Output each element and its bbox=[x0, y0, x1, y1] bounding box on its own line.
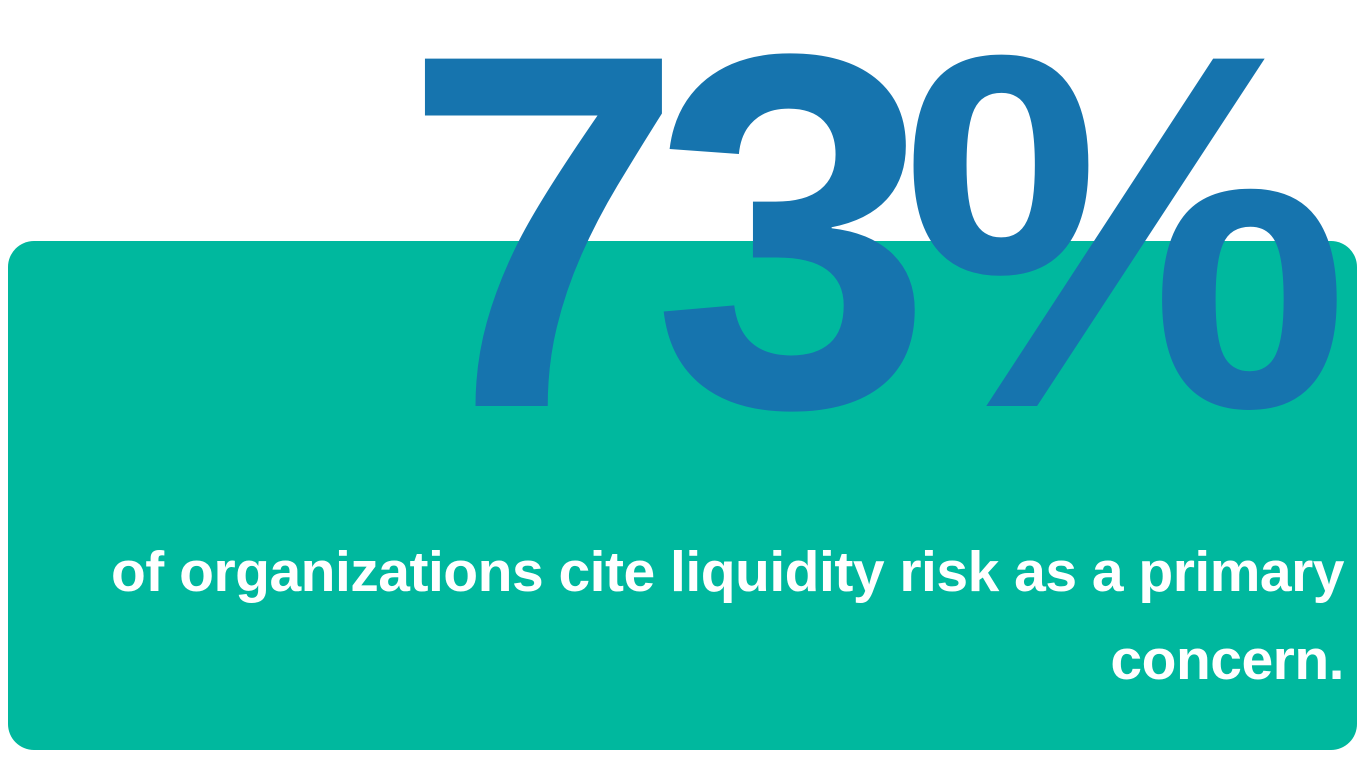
stat-caption: of organizations cite liquidity risk as … bbox=[110, 540, 1345, 692]
stat-value: 73% bbox=[403, 0, 1350, 514]
stat-card bbox=[8, 241, 1357, 750]
